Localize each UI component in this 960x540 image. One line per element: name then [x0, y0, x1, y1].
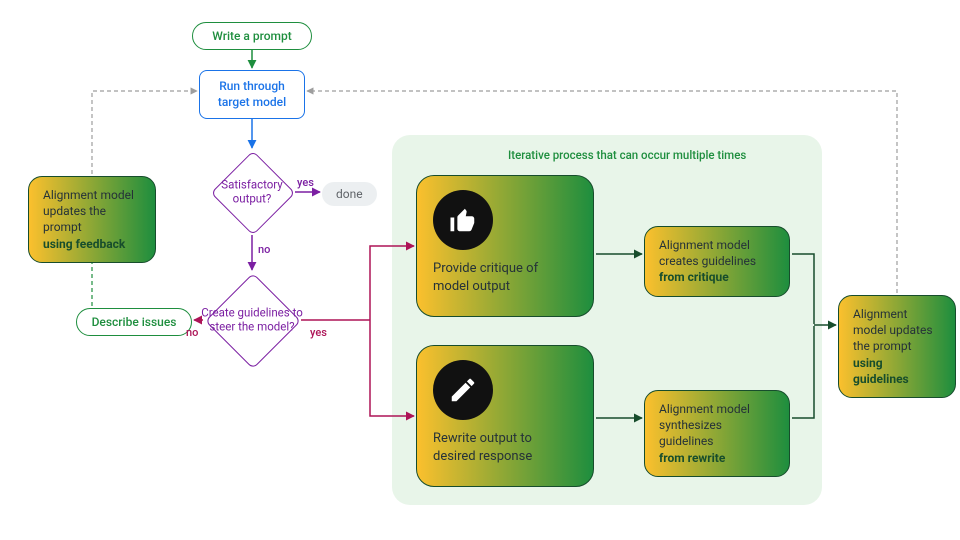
edge-feedback-to-run — [92, 91, 197, 174]
describe-issues-label: Describe issues — [92, 315, 177, 329]
pencil-icon — [433, 360, 493, 420]
from-critique-line1: Alignment model creates guidelines — [659, 237, 775, 269]
node-align-guidelines: Alignment model updates the prompt using… — [838, 295, 956, 398]
node-run-model: Run through target model — [199, 70, 305, 119]
run-model-label: Run through target model — [218, 79, 286, 109]
satisfactory-label: Satisfactory output? — [206, 178, 298, 207]
write-prompt-label: Write a prompt — [212, 29, 291, 43]
critique-caption: Provide critique of model output — [433, 260, 577, 295]
from-critique-line2: from critique — [659, 269, 775, 285]
node-align-feedback: Alignment model updates the prompt using… — [28, 176, 156, 263]
node-done: done — [322, 182, 377, 206]
align-feedback-line2: using feedback — [43, 236, 141, 252]
label-cg-no: no — [186, 326, 198, 339]
node-from-critique: Alignment model creates guidelines from … — [644, 226, 790, 297]
rewrite-caption: Rewrite output to desired response — [433, 430, 577, 465]
align-guidelines-line1: Alignment model updates the prompt — [853, 306, 941, 355]
align-guidelines-line2: using guidelines — [853, 355, 941, 387]
align-feedback-line1: Alignment model updates the prompt — [43, 187, 141, 236]
from-rewrite-line1: Alignment model synthesizes guidelines — [659, 401, 775, 450]
label-cg-yes: yes — [310, 326, 327, 339]
iterative-title: Iterative process that can occur multipl… — [508, 148, 746, 162]
thumbs-icon — [433, 190, 493, 250]
node-satisfactory: Satisfactory output? — [211, 151, 293, 233]
node-critique: Provide critique of model output — [416, 175, 594, 317]
done-label: done — [336, 187, 363, 201]
node-from-rewrite: Alignment model synthesizes guidelines f… — [644, 390, 790, 477]
node-describe-issues: Describe issues — [76, 308, 192, 336]
from-rewrite-line2: from rewrite — [659, 450, 775, 466]
label-sat-yes: yes — [297, 176, 314, 189]
create-guidelines-label: Create guidelines to steer the model? — [197, 306, 307, 335]
node-create-guidelines: Create guidelines to steer the model? — [205, 273, 299, 367]
node-rewrite: Rewrite output to desired response — [416, 345, 594, 487]
label-sat-no: no — [258, 243, 270, 256]
node-write-prompt: Write a prompt — [192, 22, 312, 50]
